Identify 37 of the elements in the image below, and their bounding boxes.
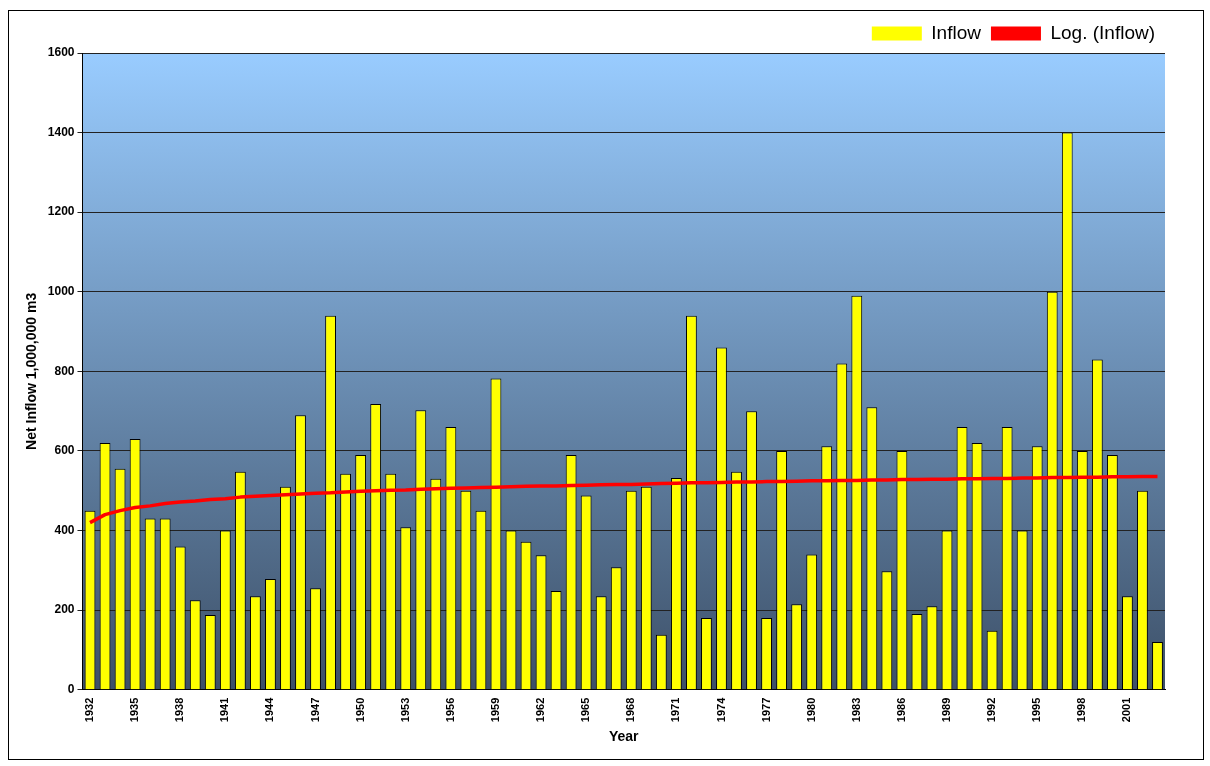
x-tick-label: 1950: [353, 697, 366, 723]
y-tick-label: 1000: [47, 284, 75, 299]
x-tick-label: 1947: [308, 697, 321, 723]
x-tick-label: 1977: [759, 697, 772, 723]
x-tick-label: 1932: [83, 697, 96, 723]
legend-label: Inflow: [931, 21, 982, 43]
y-tick-label: 600: [54, 443, 75, 458]
y-tick-label: 200: [54, 602, 75, 617]
x-tick-label: 1938: [173, 697, 186, 723]
x-tick-label: 1998: [1075, 697, 1088, 723]
x-tick-label: 1962: [534, 697, 547, 723]
y-tick-label: 400: [54, 522, 75, 537]
x-axis-title: Year: [608, 728, 640, 745]
x-tick-label: 1959: [488, 697, 501, 723]
x-tick-label: 1944: [263, 696, 276, 723]
x-tick-label: 1953: [398, 697, 411, 723]
y-tick-label: 800: [54, 363, 75, 378]
x-tick-label: 1935: [128, 697, 141, 723]
x-tick-label: 1968: [624, 697, 637, 723]
x-tick-label: 1956: [443, 697, 456, 723]
y-axis-title: Net Inflow 1,000,000 m3: [23, 292, 40, 450]
x-tick-label: 1965: [579, 697, 592, 723]
legend-label: Log. (Inflow): [1050, 21, 1155, 43]
x-tick-label: 1971: [669, 697, 682, 723]
x-tick-label: 1986: [894, 697, 907, 723]
x-tick-label: 1974: [714, 696, 727, 723]
x-tick-label: 1983: [849, 697, 862, 723]
y-tick-label: 0: [67, 682, 75, 697]
y-tick-label: 1600: [47, 45, 75, 60]
y-tick-label: 1400: [47, 124, 75, 139]
x-tick-label: 1995: [1030, 697, 1043, 723]
y-tick-label: 1200: [47, 204, 75, 219]
x-tick-label: 1989: [940, 697, 953, 723]
x-tick-label: 1980: [804, 697, 817, 723]
x-tick-label: 1941: [218, 697, 231, 723]
x-tick-label: 2001: [1120, 697, 1133, 723]
x-tick-label: 1992: [985, 697, 998, 723]
